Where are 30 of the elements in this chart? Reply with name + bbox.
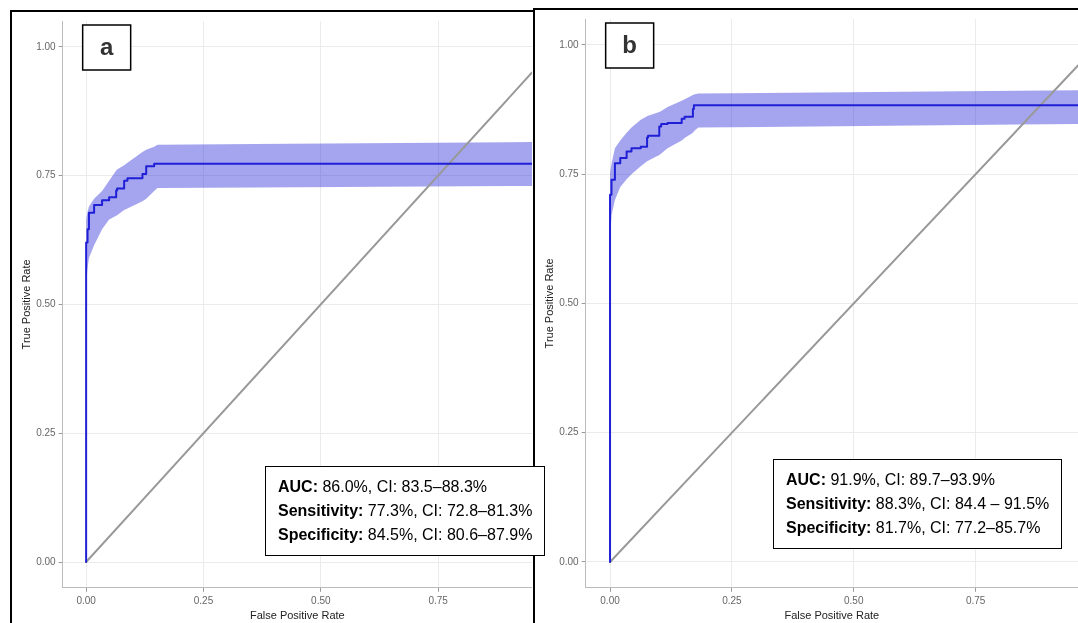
annotation: AUC: 91.9%, CI: 89.7–93.9%	[786, 470, 996, 490]
text: b	[622, 31, 637, 59]
x-axis-title: False Positive Rate	[249, 609, 345, 622]
y-tick-label: 0.75	[559, 167, 580, 179]
x-tick-label: 0.75	[428, 594, 449, 606]
y-tick-label: 0.00	[559, 555, 580, 567]
y-tick-label: 0.50	[36, 298, 57, 310]
annotation: AUC: 86.0%, CI: 83.5–88.3%	[278, 477, 488, 497]
annotation: Specificity: 84.5%, CI: 80.6–87.9%	[278, 525, 533, 545]
x-axis-title: False Positive Rate	[784, 609, 880, 622]
y-tick-label: 0.50	[559, 297, 580, 309]
x-tick-label: 0.50	[844, 594, 864, 606]
y-tick-label: 0.25	[36, 426, 57, 438]
y-tick-label: 0.75	[36, 169, 57, 181]
annotation: Sensitivity: 88.3%, CI: 84.4 – 91.5%	[786, 494, 1050, 514]
x-tick-label: 0.50	[311, 594, 331, 606]
x-tick-label: 0.00	[76, 594, 97, 606]
y-axis-title: True Positive Rate	[542, 258, 555, 349]
text: a	[99, 33, 114, 61]
x-tick-label: 0.25	[193, 594, 214, 606]
x-tick-label: 0.75	[965, 594, 986, 606]
y-tick-label: 0.25	[559, 426, 580, 438]
annotation: Specificity: 81.7%, CI: 77.2–85.7%	[786, 518, 1042, 538]
annotation: Sensitivity: 77.3%, CI: 72.8–81.3%	[278, 501, 533, 521]
x-tick-label: 0.25	[722, 594, 743, 606]
y-tick-label: 0.00	[36, 555, 57, 567]
y-tick-label: 1.00	[559, 38, 580, 50]
x-tick-label: 0.00	[600, 594, 621, 606]
y-axis-title: True Positive Rate	[19, 259, 32, 350]
y-tick-label: 1.00	[36, 40, 57, 52]
